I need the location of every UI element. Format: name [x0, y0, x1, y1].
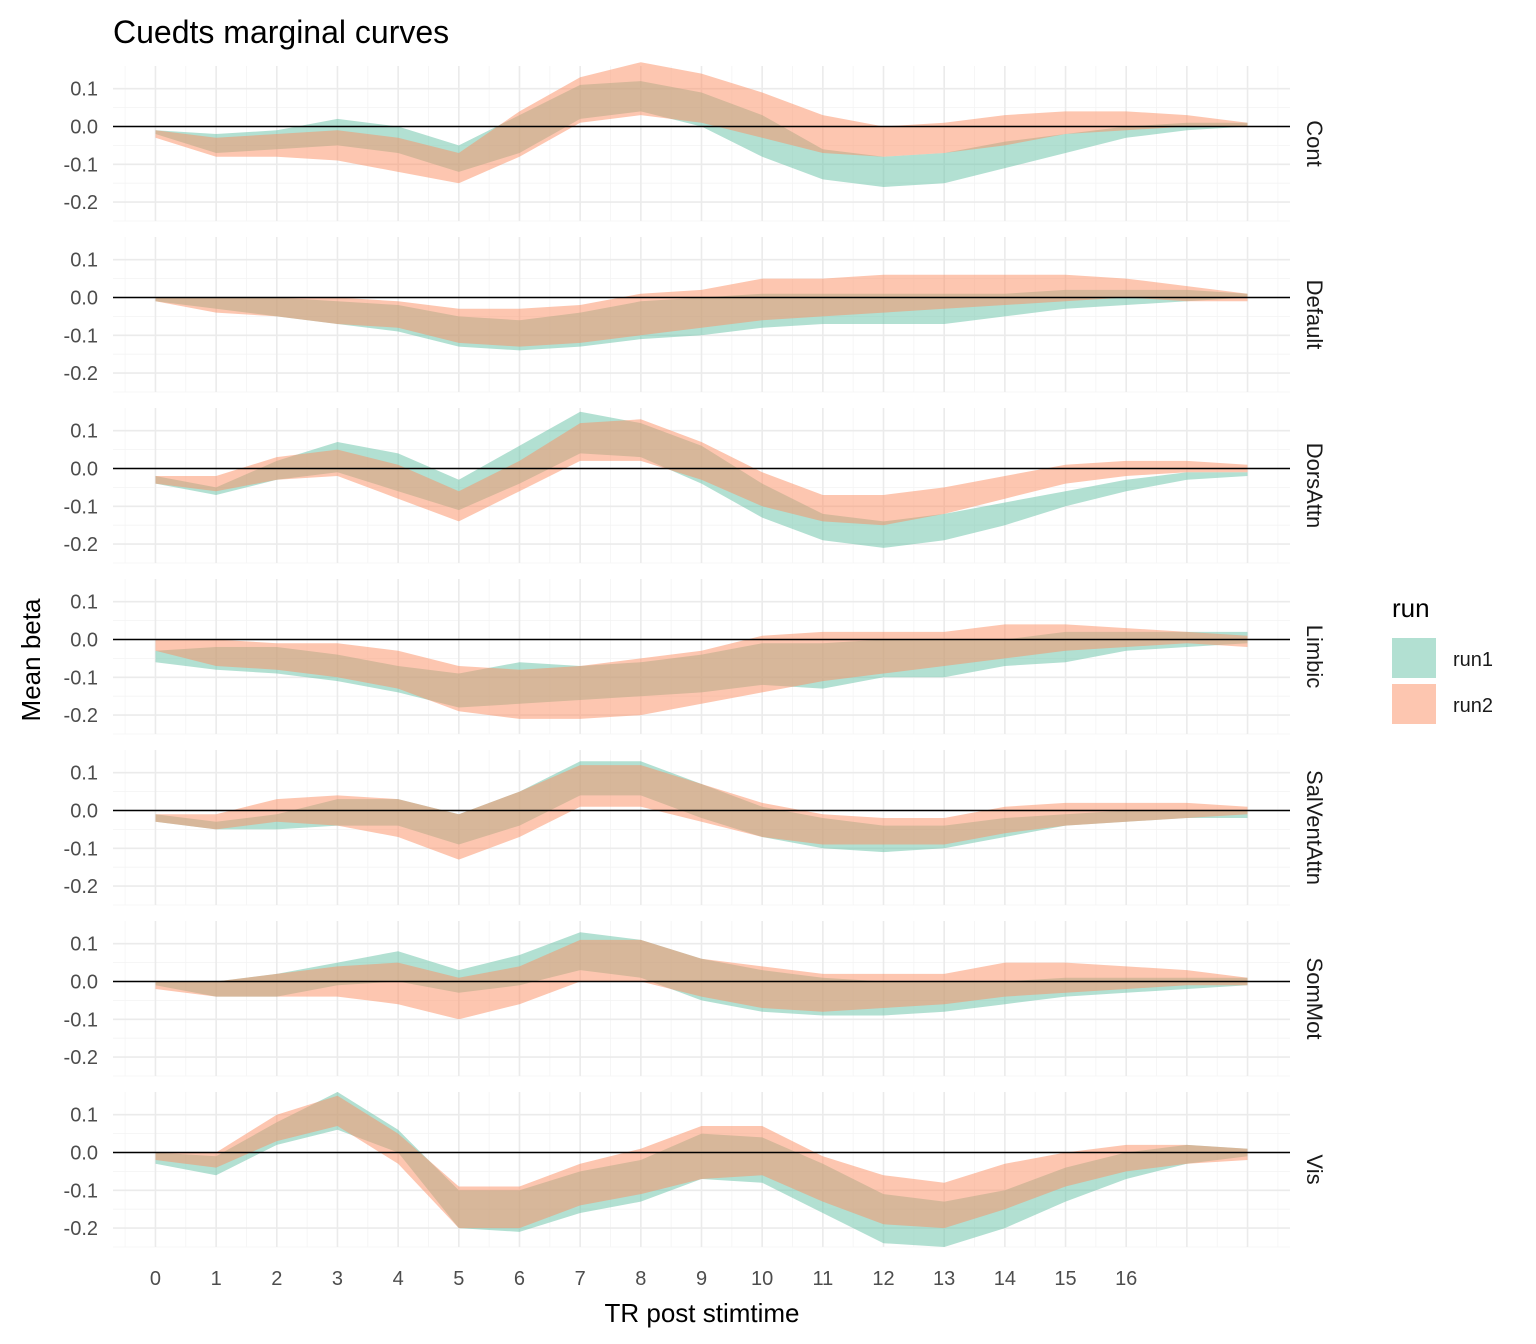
x-axis: 0 1 2 3 4 5 6 7 8 9 10 11 12 13 14 15 16 [150, 1268, 1137, 1290]
facet-strip-label: Cont [1302, 120, 1327, 166]
ribbon-run2-vis [155, 1095, 1248, 1229]
facet-panel-limbic: 0.1 0.0 -0.1 -0.2 Limbic [64, 579, 1327, 735]
x-tick-label: 6 [514, 1268, 525, 1290]
ribbon-run2-limbic [155, 624, 1248, 719]
y-tick-label: -0.2 [64, 1047, 98, 1069]
legend: run run1 run2 [1392, 593, 1493, 724]
y-tick-label: -0.2 [64, 876, 98, 898]
facet-panel-sommot: 0.1 0.0 -0.1 -0.2 SomMot [64, 921, 1327, 1077]
y-tick-label: -0.1 [64, 496, 98, 518]
ribbon-run2-cont [155, 62, 1248, 184]
y-tick-label: -0.1 [64, 1009, 98, 1031]
y-tick-label: 0.1 [70, 250, 98, 272]
ribbon-run2-default [155, 274, 1248, 347]
y-tick-label: -0.2 [64, 192, 98, 214]
y-tick-label: -0.1 [64, 838, 98, 860]
x-tick-label: 2 [271, 1268, 282, 1290]
ribbon-run2-dorsattn [155, 419, 1248, 526]
y-tick-label: -0.1 [64, 154, 98, 176]
ribbon-run1-dorsattn [155, 411, 1248, 548]
y-tick-label: -0.2 [64, 534, 98, 556]
x-tick-label: 15 [1054, 1268, 1076, 1290]
x-tick-label: 11 [812, 1268, 833, 1290]
facet-strip-label: DorsAttn [1302, 443, 1327, 529]
y-tick-label: 0.1 [70, 1105, 98, 1127]
facet-panel-salventattn: 0.1 0.0 -0.1 -0.2 SalVentAttn [64, 750, 1327, 906]
facet-strip-label: SomMot [1302, 958, 1327, 1040]
y-tick-label: 0.1 [70, 79, 98, 101]
x-tick-label: 5 [453, 1268, 464, 1290]
y-tick-label: 0.0 [70, 971, 98, 993]
x-tick-label: 10 [751, 1268, 773, 1290]
legend-label-run1: run1 [1453, 649, 1493, 671]
x-tick-label: 4 [393, 1268, 404, 1290]
x-tick-label: 8 [635, 1268, 646, 1290]
chart-title: Cuedts marginal curves [113, 14, 449, 50]
legend-label-run2: run2 [1453, 695, 1493, 717]
y-tick-label: -0.1 [64, 1180, 98, 1202]
facet-panels: 0.10.0-0.1-0.2Cont0.10.0-0.1-0.2Default0… [64, 62, 1327, 1248]
y-tick-label: -0.1 [64, 667, 98, 689]
y-tick-label: 0.1 [70, 763, 98, 785]
x-axis-title: TR post stimtime [604, 1298, 799, 1328]
facet-strip-label: Limbic [1302, 625, 1327, 689]
x-tick-label: 7 [575, 1268, 586, 1290]
y-tick-label: -0.2 [64, 363, 98, 385]
y-tick-label: 0.1 [70, 421, 98, 443]
x-tick-label: 9 [696, 1268, 707, 1290]
y-tick-label: 0.1 [70, 934, 98, 956]
x-tick-label: 3 [332, 1268, 343, 1290]
y-tick-label: 0.0 [70, 458, 98, 480]
y-tick-label: 0.0 [70, 287, 98, 309]
y-tick-label: -0.2 [64, 1218, 98, 1240]
facet-panel-vis: 0.1 0.0 -0.1 -0.2 Vis [64, 1092, 1327, 1248]
legend-swatch-run2 [1392, 684, 1436, 724]
legend-title: run [1392, 593, 1430, 623]
x-tick-label: 0 [150, 1268, 161, 1290]
facet-strip-label: Vis [1302, 1154, 1327, 1184]
y-tick-label: 0.0 [70, 629, 98, 651]
x-tick-label: 12 [872, 1268, 894, 1290]
y-tick-label: 0.0 [70, 116, 98, 138]
ribbon-run2-salventattn [155, 765, 1248, 860]
y-tick-label: 0.0 [70, 1142, 98, 1164]
x-tick-label: 14 [994, 1268, 1016, 1290]
x-tick-label: 16 [1115, 1268, 1137, 1290]
ribbon-run2-sommot [155, 939, 1248, 1020]
y-tick-label: 0.1 [70, 592, 98, 614]
y-tick-label: -0.1 [64, 325, 98, 347]
x-tick-label: 1 [211, 1268, 222, 1290]
legend-swatch-run1 [1392, 638, 1436, 678]
y-tick-label: 0.0 [70, 800, 98, 822]
y-tick-label: -0.2 [64, 705, 98, 727]
facet-strip-label: SalVentAttn [1302, 770, 1327, 885]
facet-panel-dorsattn: 0.1 0.0 -0.1 -0.2 DorsAttn [64, 408, 1327, 564]
facet-panel-cont: 0.1 0.0 -0.1 -0.2 Cont [64, 62, 1327, 222]
y-axis-title: Mean beta [16, 598, 46, 721]
x-tick-label: 13 [933, 1268, 955, 1290]
facet-panel-default: 0.1 0.0 -0.1 -0.2 Default [64, 237, 1327, 393]
facet-strip-label: Default [1302, 280, 1327, 350]
